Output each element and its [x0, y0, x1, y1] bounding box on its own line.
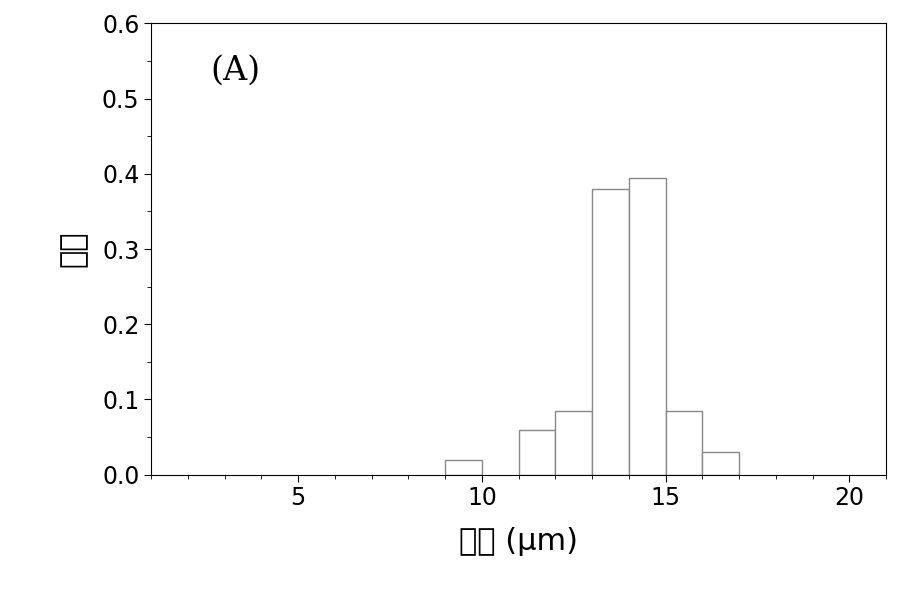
Bar	[518, 430, 555, 475]
Y-axis label: 频率: 频率	[58, 231, 88, 267]
Bar	[629, 178, 666, 475]
Bar	[592, 189, 629, 475]
Bar	[555, 411, 592, 475]
Bar	[666, 411, 702, 475]
Text: (A): (A)	[210, 55, 260, 87]
Bar	[702, 452, 739, 475]
Bar	[446, 460, 482, 475]
X-axis label: 长度 (μm): 长度 (μm)	[459, 527, 578, 556]
